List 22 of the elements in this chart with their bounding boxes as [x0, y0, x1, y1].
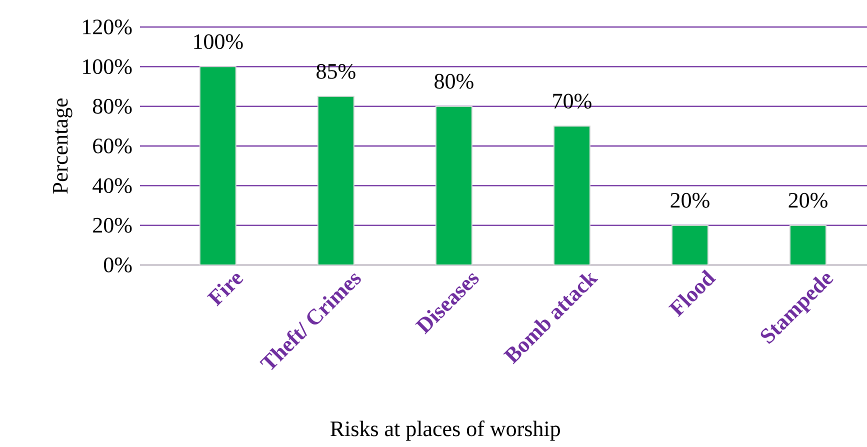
x-tick-label: Fire	[206, 274, 244, 306]
bar	[199, 66, 236, 266]
y-tick-label: 100%	[83, 59, 132, 74]
data-label: 70%	[553, 94, 592, 109]
y-tick-label: 80%	[92, 98, 132, 114]
y-tick-label: 60%	[93, 138, 132, 154]
y-tick-label: 0%	[104, 258, 132, 272]
data-label: 85%	[316, 64, 356, 79]
data-label: 20%	[788, 192, 828, 208]
data-label: 20%	[670, 192, 710, 208]
bar	[317, 96, 354, 266]
y-tick-label: 120%	[83, 20, 132, 34]
x-axis-title: Risks at places of worship	[330, 420, 560, 441]
bar	[790, 224, 826, 266]
bar	[435, 106, 472, 266]
data-label: 80%	[434, 74, 474, 89]
data-label: 100%	[194, 34, 243, 50]
y-tick-label: 20%	[93, 218, 132, 233]
bar	[671, 224, 708, 266]
bar	[553, 126, 590, 266]
y-axis-title: Percentage	[53, 98, 72, 194]
y-tick-label: 40%	[92, 178, 132, 194]
